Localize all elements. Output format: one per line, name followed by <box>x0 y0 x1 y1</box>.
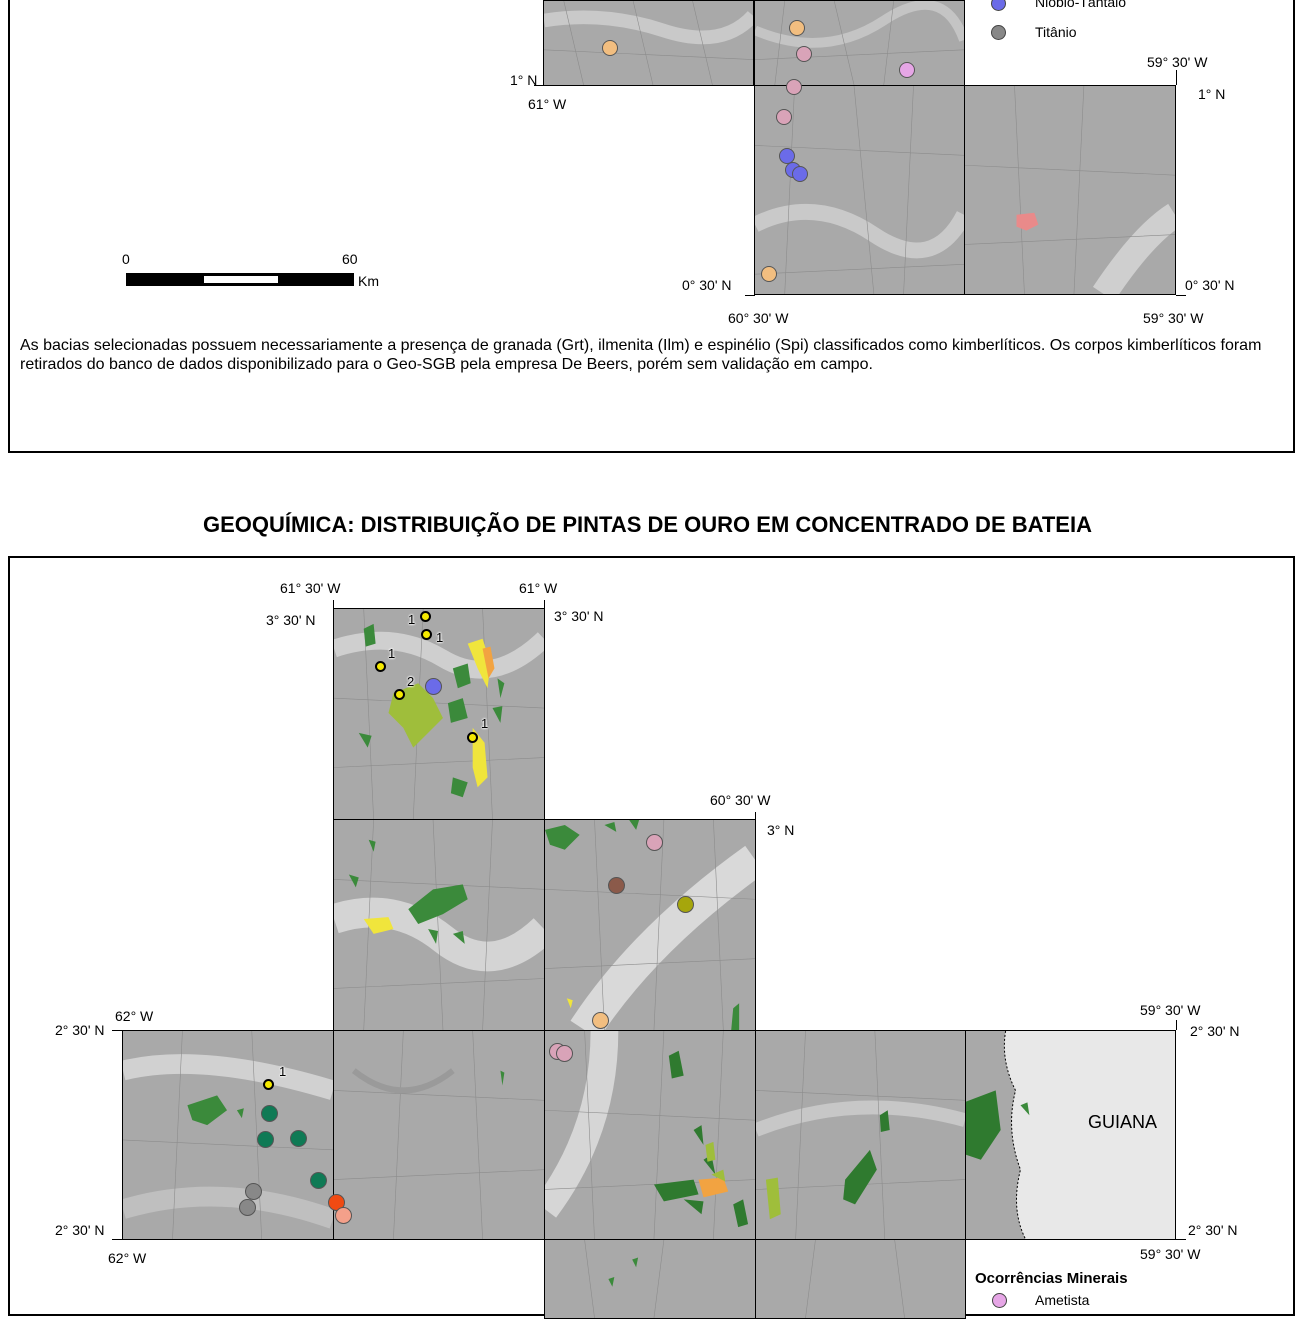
mineral-occurrence-marker[interactable] <box>646 834 663 851</box>
graticule-tick <box>1176 70 1177 85</box>
map-tile <box>755 1030 966 1240</box>
mineral-occurrence-marker[interactable] <box>792 166 808 182</box>
legend-niobium-tantalum-label: Nióbio-Tântalo <box>1035 0 1127 10</box>
gold-count-label: 1 <box>279 1064 287 1079</box>
lon-label: 61° W <box>528 96 567 112</box>
gold-count-marker[interactable] <box>375 661 386 672</box>
lon-label: 59° 30' W <box>1143 310 1204 326</box>
lon-label: 61° W <box>519 580 558 596</box>
lon-label: 59° 30' W <box>1140 1002 1201 1018</box>
map-tile <box>333 608 545 820</box>
gold-count-marker[interactable] <box>263 1079 274 1090</box>
mineral-occurrence-marker[interactable] <box>761 266 777 282</box>
map-tile <box>544 819 756 1031</box>
lat-label: 3° 30' N <box>554 608 604 624</box>
graticule-tick <box>745 295 755 296</box>
mineral-occurrence-marker[interactable] <box>789 20 805 36</box>
legend-niobium-tantalum-swatch <box>991 0 1006 11</box>
scale-start-label: 0 <box>122 251 130 267</box>
scale-bar <box>126 273 354 286</box>
legend-titanium-label: Titânio <box>1035 24 1077 40</box>
lat-label: 1° N <box>510 72 538 88</box>
legend-amethyst-swatch <box>992 1293 1007 1308</box>
mineral-occurrence-marker[interactable] <box>556 1045 573 1062</box>
mineral-occurrence-marker[interactable] <box>290 1130 307 1147</box>
graticule-tick <box>112 1239 122 1240</box>
map-tile <box>544 1239 756 1319</box>
lat-label: 2° 30' N <box>55 1022 105 1038</box>
graticule-tick <box>1176 1239 1186 1240</box>
lon-label: 61° 30' W <box>280 580 341 596</box>
map-tile <box>333 1030 545 1240</box>
section-title: GEOQUÍMICA: DISTRIBUIÇÃO DE PINTAS DE OU… <box>203 512 1092 537</box>
mineral-occurrence-marker[interactable] <box>239 1199 256 1216</box>
gold-count-label: 2 <box>407 674 415 689</box>
lat-label: 0° 30' N <box>682 277 732 293</box>
mineral-occurrence-marker[interactable] <box>796 46 812 62</box>
lon-label: 62° W <box>108 1250 147 1266</box>
gold-count-label: 1 <box>436 630 444 645</box>
map-tile <box>333 819 545 1031</box>
lat-label: 2° 30' N <box>55 1222 105 1238</box>
lat-label: 0° 30' N <box>1185 277 1235 293</box>
graticule-tick <box>544 600 545 610</box>
mineral-occurrence-marker[interactable] <box>261 1105 278 1122</box>
lon-label: 59° 30' W <box>1140 1246 1201 1262</box>
gold-count-marker[interactable] <box>394 689 405 700</box>
scale-unit-label: Km <box>358 273 379 289</box>
mineral-occurrence-marker[interactable] <box>677 896 694 913</box>
map-tile <box>755 1239 966 1319</box>
legend-amethyst-label: Ametista <box>1035 1292 1090 1308</box>
legend-titanium-swatch <box>991 25 1006 40</box>
mineral-occurrence-marker[interactable] <box>776 109 792 125</box>
mineral-occurrence-marker[interactable] <box>786 79 802 95</box>
mineral-occurrence-marker[interactable] <box>899 62 915 78</box>
mineral-occurrence-marker[interactable] <box>592 1012 609 1029</box>
graticule-tick <box>112 1030 122 1031</box>
lon-label: 59° 30' W <box>1147 54 1208 70</box>
map-tile <box>544 1030 756 1240</box>
scale-end-label: 60 <box>342 251 358 267</box>
map-tile <box>754 0 965 86</box>
lon-label: 62° W <box>115 1008 154 1024</box>
lat-label: 3° N <box>767 822 795 838</box>
graticule-tick <box>1176 295 1186 296</box>
mineral-occurrence-marker[interactable] <box>245 1183 262 1200</box>
map-tile <box>964 85 1176 295</box>
gold-count-label: 1 <box>481 716 489 731</box>
mineral-occurrence-marker[interactable] <box>310 1172 327 1189</box>
gold-count-label: 1 <box>388 646 396 661</box>
lat-label: 2° 30' N <box>1188 1222 1238 1238</box>
lat-label: 3° 30' N <box>266 612 316 628</box>
country-label-guiana: GUIANA <box>1088 1112 1158 1132</box>
gold-count-marker[interactable] <box>467 732 478 743</box>
mineral-occurrence-marker[interactable] <box>257 1131 274 1148</box>
lon-label: 60° 30' W <box>710 792 771 808</box>
lon-label: 60° 30' W <box>728 310 789 326</box>
lat-label: 1° N <box>1198 86 1226 102</box>
graticule-tick <box>333 600 334 610</box>
mineral-occurrence-marker[interactable] <box>602 40 618 56</box>
graticule-tick <box>1176 1020 1177 1030</box>
graticule-tick <box>534 85 544 86</box>
graticule-tick <box>755 812 756 822</box>
map-caption: As bacias selecionadas possuem necessari… <box>20 337 1262 373</box>
mineral-occurrence-marker[interactable] <box>608 877 625 894</box>
mineral-occurrence-marker[interactable] <box>425 678 442 695</box>
legend-title: Ocorrências Minerais <box>975 1270 1128 1287</box>
gold-count-marker[interactable] <box>420 611 431 622</box>
map-tile <box>543 0 754 86</box>
lat-label: 2° 30' N <box>1190 1023 1240 1039</box>
map-tile <box>965 1030 1176 1240</box>
gold-count-marker[interactable] <box>421 629 432 640</box>
gold-count-label: 1 <box>408 612 416 627</box>
mineral-occurrence-marker[interactable] <box>335 1207 352 1224</box>
